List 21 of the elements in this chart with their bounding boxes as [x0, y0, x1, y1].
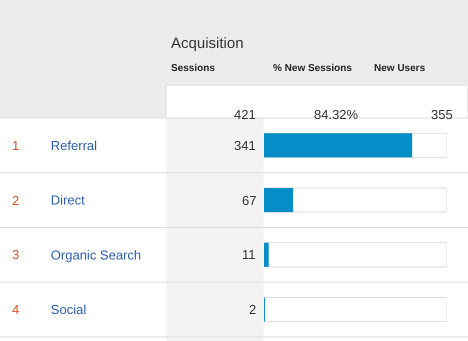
y-tick-label: Referral [50, 138, 98, 153]
data-label: 341 [234, 138, 256, 153]
text: 421 [234, 107, 256, 122]
text: 3 [12, 247, 20, 262]
y-tick-label: Social [50, 302, 86, 318]
annotation: 355 [431, 107, 453, 122]
y-tick-label: Organic Search [50, 247, 142, 262]
data-label: 2 [249, 302, 256, 317]
bar [264, 242, 269, 267]
text: 2 [12, 193, 20, 208]
y-tick-label: Direct [50, 192, 86, 208]
data-label: 11 [242, 247, 256, 262]
text: Acquisition [171, 35, 244, 52]
annotation: 84.32% [314, 107, 359, 122]
text: 1 [12, 138, 20, 153]
bar [264, 188, 294, 212]
data-label: 67 [242, 193, 256, 208]
text: New Users [374, 63, 426, 74]
text: % New Sessions [273, 63, 352, 74]
text: Sessions [171, 63, 216, 74]
text: 4 [12, 302, 20, 317]
